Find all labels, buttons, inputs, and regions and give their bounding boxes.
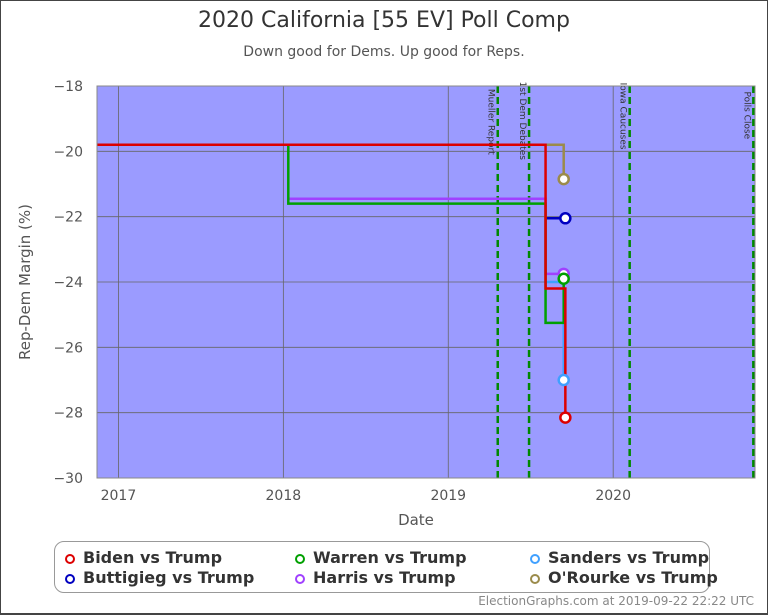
- y-tick-label: −28: [53, 406, 83, 422]
- legend-label: O'Rourke vs Trump: [548, 568, 718, 587]
- legend-marker-icon: [295, 554, 305, 564]
- event-label: 1st Dem Debates: [517, 82, 527, 161]
- legend-item[interactable]: Sanders vs Trump: [530, 548, 709, 567]
- series-line: [97, 143, 567, 418]
- legend-marker-icon: [295, 574, 305, 584]
- legend-item[interactable]: Buttigieg vs Trump: [65, 568, 254, 587]
- y-tick-label: −30: [53, 471, 83, 487]
- legend-marker-icon: [530, 574, 540, 584]
- x-tick-label: 2017: [101, 488, 137, 504]
- y-tick-label: −24: [53, 275, 83, 291]
- x-tick-label: 2020: [595, 488, 631, 504]
- legend-marker-icon: [65, 554, 75, 564]
- x-axis-label: Date: [398, 511, 434, 529]
- series-endpoint: [559, 212, 572, 225]
- x-tick-label: 2018: [266, 488, 302, 504]
- series-endpoint: [559, 411, 572, 424]
- y-tick-label: −18: [53, 79, 83, 95]
- series-endpoint: [557, 272, 570, 285]
- series-endpoint: [557, 373, 570, 387]
- event-label: Mueller Report: [486, 89, 496, 155]
- plot-border: [96, 85, 756, 479]
- y-tick-label: −22: [53, 210, 83, 226]
- legend-label: Sanders vs Trump: [548, 548, 710, 567]
- chart-subtitle: Down good for Dems. Up good for Reps.: [243, 44, 525, 60]
- legend: Biden vs Trump Buttigieg vs Trump Warren v…: [54, 541, 718, 593]
- legend-marker-icon: [530, 554, 540, 564]
- y-axis-label: Rep-Dem Margin (%): [16, 204, 34, 360]
- legend-label: Harris vs Trump: [313, 568, 456, 587]
- credit: ElectionGraphs.com at 2019-09-22 22:22 U…: [478, 594, 754, 608]
- legend-item[interactable]: Warren vs Trump: [295, 548, 467, 567]
- legend-marker-icon: [65, 574, 75, 584]
- legend-item[interactable]: Harris vs Trump: [295, 568, 456, 587]
- legend-item[interactable]: Biden vs Trump: [65, 548, 222, 567]
- series-endpoint: [557, 172, 570, 186]
- chart-title: 2020 California [55 EV] Poll Comp: [198, 8, 570, 33]
- x-tick-label: 2019: [430, 488, 466, 504]
- legend-label: Warren vs Trump: [313, 548, 467, 567]
- legend-item[interactable]: O'Rourke vs Trump: [530, 568, 718, 587]
- event-label: Iowa Caucuses: [618, 83, 628, 150]
- legend-label: Biden vs Trump: [83, 548, 223, 567]
- y-tick-label: −26: [53, 340, 83, 356]
- legend-label: Buttigieg vs Trump: [83, 568, 255, 587]
- y-tick-label: −20: [53, 144, 83, 160]
- event-label: Polls Close: [741, 92, 751, 140]
